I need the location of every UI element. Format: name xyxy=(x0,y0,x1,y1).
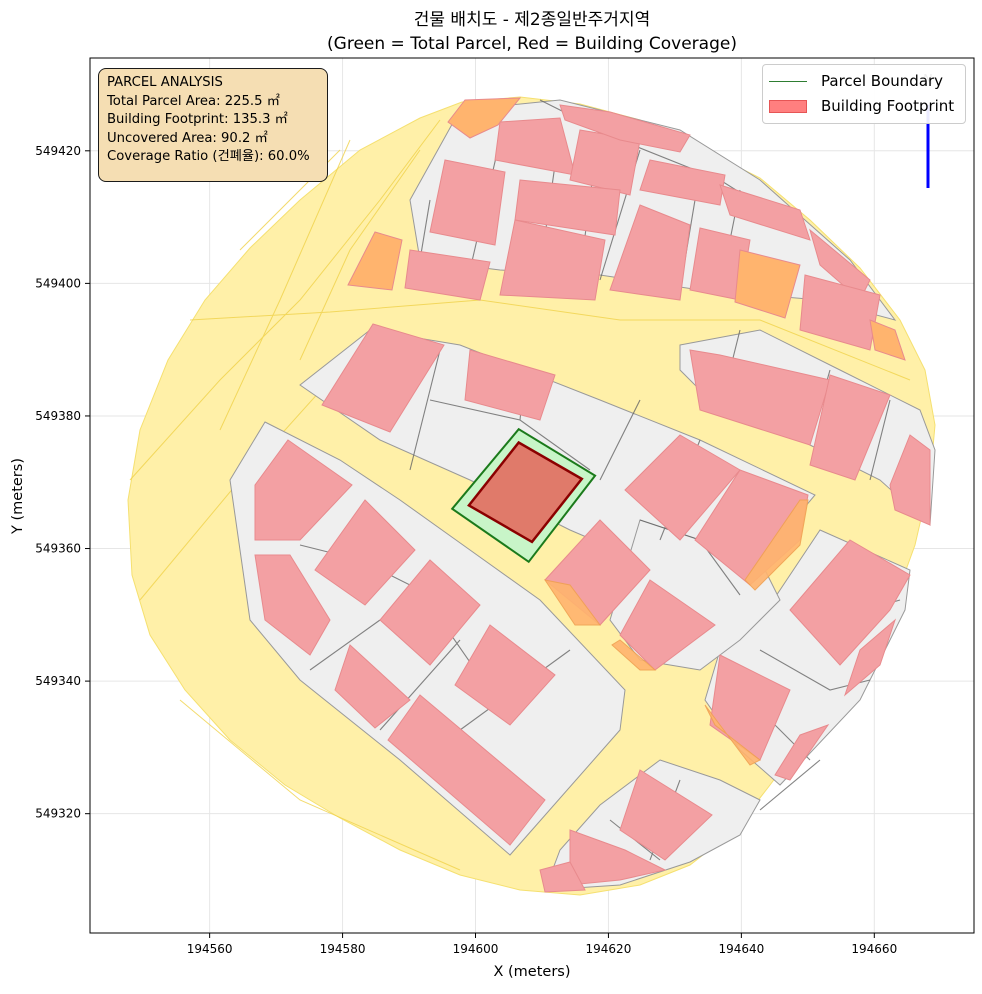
y-axis-label: Y (meters) xyxy=(10,458,26,535)
x-tick-label: 194560 xyxy=(187,942,233,956)
parcel-analysis-box: PARCEL ANALYSIS Total Parcel Area: 225.5… xyxy=(98,68,328,182)
y-tick-label: 549320 xyxy=(35,807,81,821)
analysis-line: Uncovered Area: 90.2 ㎡ xyxy=(107,130,268,146)
building-overlaps xyxy=(543,499,809,766)
legend-item: Building Footprint xyxy=(769,97,954,115)
legend: Parcel Boundary Building Footprint xyxy=(762,64,966,124)
x-tick-label: 194620 xyxy=(586,942,632,956)
chart-title: 건물 배치도 - 제2종일반주거지역 xyxy=(414,10,650,30)
x-tick-label: 194660 xyxy=(851,942,897,956)
legend-label: Building Footprint xyxy=(821,97,955,115)
x-tick-label: 194580 xyxy=(320,942,366,956)
y-tick-label: 549360 xyxy=(35,542,81,556)
y-tick-label: 549340 xyxy=(35,674,81,688)
plot-frame xyxy=(89,57,975,934)
target-building-footprint xyxy=(467,440,584,544)
chart-subtitle: (Green = Total Parcel, Red = Building Co… xyxy=(327,34,737,54)
y-tick-label: 549380 xyxy=(35,409,81,423)
axis-ticks: 194560 194580 194600 194620 194640 194660 5493… xyxy=(35,144,897,956)
y-tick-label: 549400 xyxy=(35,276,81,290)
analysis-line: Total Parcel Area: 225.5 ㎡ xyxy=(107,93,280,109)
analysis-title: PARCEL ANALYSIS xyxy=(107,75,223,90)
legend-item: Parcel Boundary xyxy=(769,72,943,90)
legend-label: Parcel Boundary xyxy=(821,72,944,90)
legend-patch-swatch xyxy=(769,99,807,113)
analysis-line: Coverage Ratio (건폐율): 60.0% xyxy=(107,149,310,164)
x-axis-label: X (meters) xyxy=(493,964,570,980)
y-tick-label: 549420 xyxy=(35,144,81,158)
analysis-line: Building Footprint: 135.3 ㎡ xyxy=(107,112,288,127)
legend-line-swatch xyxy=(769,80,807,82)
map-base xyxy=(127,96,936,896)
x-tick-label: 194600 xyxy=(453,942,499,956)
x-tick-label: 194640 xyxy=(718,942,764,956)
